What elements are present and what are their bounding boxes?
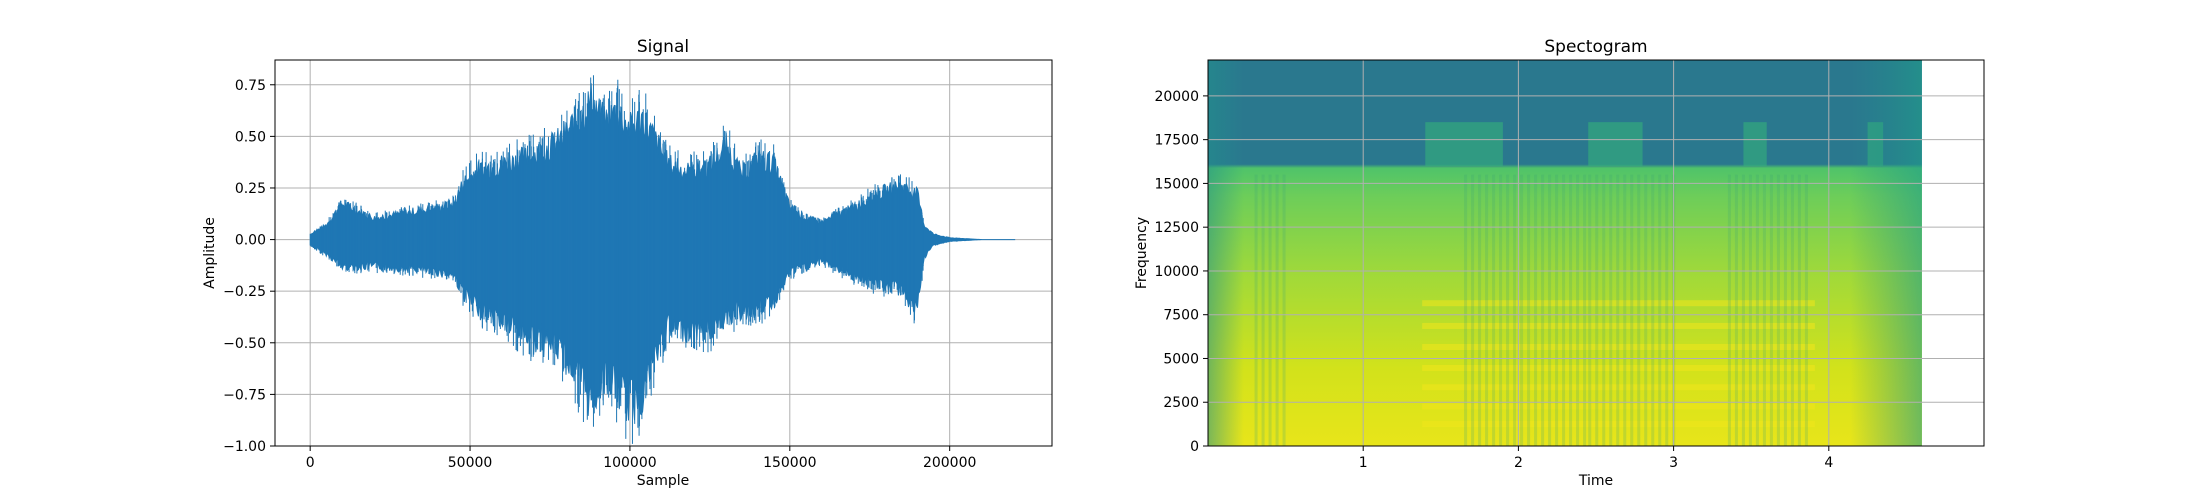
spectrogram-frame	[1207, 59, 1985, 447]
spectrogram-y-tick-label: 12500	[1154, 220, 1199, 236]
spectrogram-y-tick-label: 7500	[1163, 308, 1199, 324]
signal-y-tick-label: 0.00	[235, 233, 266, 249]
signal-title: Signal	[637, 37, 689, 57]
signal-y-tick-label: −1.00	[223, 439, 266, 455]
signal-y-label: Amplitude	[202, 217, 218, 289]
signal-spikes	[310, 75, 924, 444]
spectrogram-y-tick-label: 0	[1190, 439, 1199, 455]
signal-x-label: Sample	[637, 473, 690, 489]
signal-y-tick-label: −0.25	[223, 284, 266, 300]
spectrogram-axes: Spectogram 1 2 3 4 0 2500 5000 7500 10000 12500 1…	[1134, 37, 1985, 489]
signal-y-tick-label: −0.50	[223, 336, 266, 352]
signal-x-tick-label: 100000	[603, 455, 656, 471]
signal-y-tick-label: 0.75	[235, 78, 266, 94]
spectrogram-title: Spectogram	[1544, 37, 1647, 57]
spectrogram-y-label: Frequency	[1134, 217, 1150, 289]
spectrogram-x-tick-label: 4	[1824, 455, 1833, 471]
signal-x-tick-label: 0	[306, 455, 315, 471]
spectrogram-grid	[1208, 60, 1984, 447]
signal-y-tick-label: 0.25	[235, 181, 266, 197]
spectrogram-x-tick-label: 2	[1514, 455, 1523, 471]
spectrogram-y-tick-label: 15000	[1154, 176, 1199, 192]
signal-x-tick-label: 150000	[763, 455, 816, 471]
spectrogram-y-tick-label: 2500	[1163, 395, 1199, 411]
signal-x-tick-label: 200000	[923, 455, 976, 471]
spectrogram-x-tick-label: 3	[1669, 455, 1678, 471]
signal-y-ticks: −1.00 −0.75 −0.50 −0.25 0.00 0.25 0.50 0.75	[223, 78, 275, 455]
spectrogram-edge-fade	[1208, 60, 1922, 446]
signal-x-tick-label: 50000	[448, 455, 493, 471]
signal-y-tick-label: −0.75	[223, 387, 266, 403]
spectrogram-y-tick-label: 10000	[1154, 264, 1199, 280]
signal-x-ticks: 0 50000 100000 150000 200000	[306, 446, 976, 471]
spectrogram-image	[1208, 60, 1922, 446]
signal-axes: Signal 0 50000 100000 150000 200000 −1.00 −0.…	[202, 37, 1053, 489]
signal-y-tick-label: 0.50	[235, 129, 266, 145]
spectrogram-x-label: Time	[1578, 473, 1613, 489]
spectrogram-y-tick-label: 5000	[1163, 351, 1199, 367]
spectrogram-y-tick-label: 17500	[1154, 133, 1199, 149]
spectrogram-y-tick-label: 20000	[1154, 89, 1199, 105]
signal-frame	[274, 59, 1053, 447]
spectrogram-x-tick-label: 1	[1359, 455, 1368, 471]
spectrogram-y-ticks: 0 2500 5000 7500 10000 12500 15000 17500 20000	[1154, 89, 1208, 455]
spectrogram-x-ticks: 1 2 3 4	[1359, 446, 1833, 471]
